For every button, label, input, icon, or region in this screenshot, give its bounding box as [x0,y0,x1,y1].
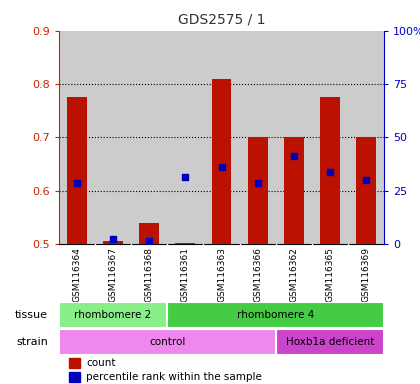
Bar [167,31,203,244]
Bar [212,79,231,244]
Bar [240,31,276,244]
Point [255,179,261,185]
Bar [356,137,376,244]
Bar [68,372,80,382]
Point [110,235,116,242]
Text: GSM116362: GSM116362 [289,247,298,301]
Text: percentile rank within the sample: percentile rank within the sample [87,372,262,382]
Bar [59,31,95,244]
Text: GSM116368: GSM116368 [145,247,154,302]
Point [327,169,333,175]
Point [363,177,370,183]
Text: Hoxb1a deficient: Hoxb1a deficient [286,337,374,347]
Bar [248,137,268,244]
Bar [59,302,167,328]
Text: rhombomere 4: rhombomere 4 [237,310,315,320]
Text: GSM116361: GSM116361 [181,247,190,302]
Bar [131,31,167,244]
Text: GSM116365: GSM116365 [326,247,335,302]
Title: GDS2575 / 1: GDS2575 / 1 [178,13,265,27]
Text: tissue: tissue [15,310,48,320]
Text: strain: strain [16,337,48,347]
Bar [348,31,384,244]
Bar [68,358,80,368]
Point [74,179,80,185]
Point [146,238,152,244]
Text: GSM116363: GSM116363 [217,247,226,302]
Text: GSM116367: GSM116367 [108,247,118,302]
Bar [95,31,131,244]
Bar [276,31,312,244]
Bar [312,31,348,244]
Point [182,174,189,180]
Text: control: control [149,337,186,347]
Bar [176,243,195,244]
Bar [139,223,159,244]
Point [218,164,225,170]
Bar [67,97,87,244]
Text: GSM116369: GSM116369 [362,247,371,302]
Bar [167,302,384,328]
Bar [276,329,384,355]
Bar [320,97,340,244]
Bar [203,31,240,244]
Bar [103,241,123,244]
Text: GSM116366: GSM116366 [253,247,262,302]
Text: count: count [87,358,116,368]
Bar [59,329,276,355]
Point [291,153,297,159]
Text: rhombomere 2: rhombomere 2 [74,310,152,320]
Text: GSM116364: GSM116364 [72,247,81,301]
Bar [284,137,304,244]
